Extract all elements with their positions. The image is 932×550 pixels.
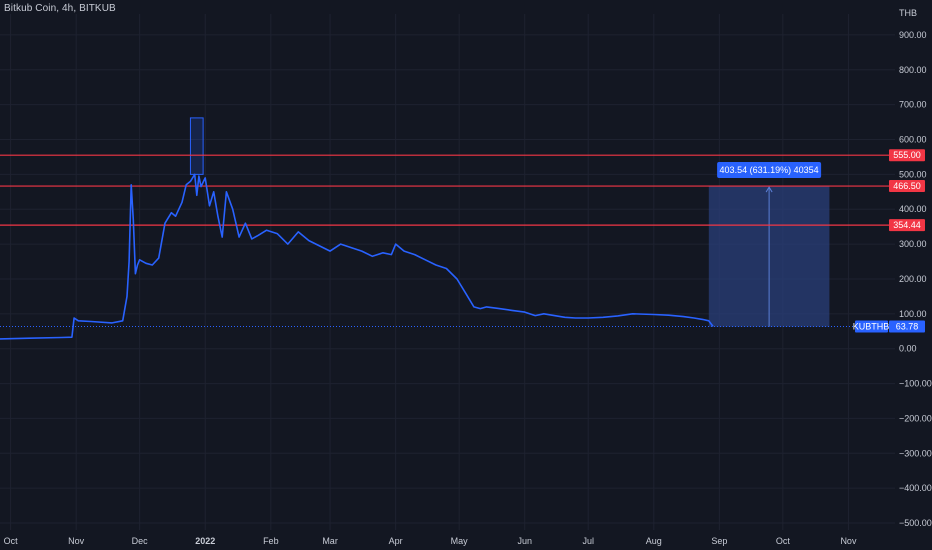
y-tick-label: −300.00 [899,448,932,458]
symbol-tag [855,320,888,333]
chart-title: Bitkub Coin, 4h, BITKUB [4,3,116,14]
x-tick-label: Jul [582,536,594,546]
x-tick-label: Mar [322,536,338,546]
level-price-tag [889,219,925,232]
x-tick-label: Oct [4,536,19,546]
x-tick-label: Aug [646,536,662,546]
x-tick-label: Sep [711,536,727,546]
price-axis[interactable]: 900.00 800.00 700.00 600.00 500.00 400.00 300.… [899,8,932,528]
level-price-label: 466.50 [893,181,921,191]
y-tick-label: −100.00 [899,379,932,389]
last-price-tag [889,320,925,333]
measure-arrow-head [765,186,773,193]
y-tick-label: 200.00 [899,274,927,284]
x-tick-label: Nov [68,536,85,546]
x-tick-label: Nov [840,536,857,546]
highlight-rect[interactable] [189,117,204,175]
x-tick-label: Dec [132,536,149,546]
last-price-label: 63.78 [896,321,919,331]
measure-label: 403.54 (631.19%) 40354 [720,165,819,175]
y-tick-label: 400.00 [899,204,927,214]
y-tick-label: 700.00 [899,100,927,110]
y-tick-label: 300.00 [899,239,927,249]
price-tags: 555.00 466.50 354.44 KUBTHB 63.78 [853,149,925,333]
y-tick-label: 800.00 [899,65,927,75]
measure-label-box [717,162,822,179]
y-tick-label: −500.00 [899,518,932,528]
y-tick-label: 0.00 [899,344,917,354]
x-tick-label: May [451,536,469,546]
level-price-label: 354.44 [893,220,921,230]
currency-label: THB [899,8,917,18]
highlight-box[interactable] [189,117,204,175]
price-line [0,173,714,340]
x-tick-label: 2022 [195,536,215,546]
measure-tool[interactable]: 403.54 (631.19%) 40354 [708,162,830,327]
level-price-tag [889,180,925,193]
y-tick-label: −200.00 [899,413,932,423]
x-tick-label: Oct [776,536,791,546]
y-tick-label: 100.00 [899,309,927,319]
level-price-label: 555.00 [893,150,921,160]
y-tick-label: 600.00 [899,135,927,145]
horizontal-levels[interactable] [0,154,895,226]
grid [0,14,895,530]
level-price-tag [889,149,925,162]
x-tick-label: Jun [517,536,532,546]
y-tick-label: 900.00 [899,30,927,40]
y-tick-label: 500.00 [899,169,927,179]
price-series [0,173,714,340]
symbol-label: KUBTHB [853,321,890,331]
y-tick-label: −400.00 [899,483,932,493]
time-axis[interactable]: Oct Nov Dec 2022 Feb Mar Apr May Jun Jul Aug Sep Oct… [4,536,857,546]
x-tick-label: Feb [263,536,279,546]
x-tick-label: Apr [389,536,403,546]
